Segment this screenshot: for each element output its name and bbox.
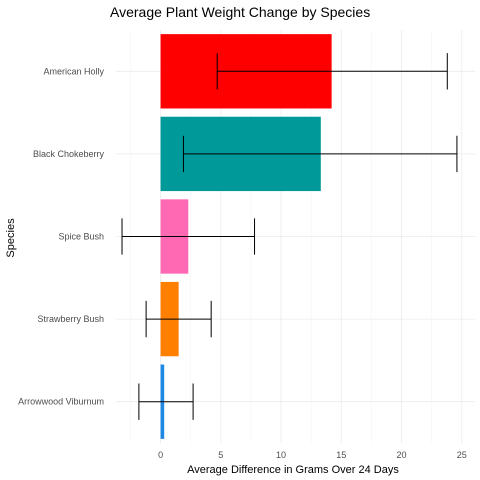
x-tick-label: 20 [397,450,407,460]
error-bar [145,300,212,338]
error-bar [182,135,458,173]
x-tick-label: 5 [218,450,223,460]
x-tick-labels: 0 5 10 15 20 25 [158,450,467,460]
error-bars [121,53,458,420]
x-tick-label: 25 [457,450,467,460]
x-tick-label: 0 [158,450,163,460]
error-bar [121,218,256,255]
y-tick-labels: American Holly Black Chokeberry Spice Bush… [18,66,104,406]
error-bar [138,383,194,420]
chart-title: Average Plant Weight Change by Species [110,4,370,20]
y-tick-label: Arrowwood Viburnum [18,397,104,407]
y-tick-label: Black Chokeberry [33,149,105,159]
x-tick-label: 15 [336,450,346,460]
y-tick-label: Spice Bush [58,232,104,242]
x-axis-title: Average Difference in Grams Over 24 Days [187,464,399,476]
y-tick-label: Strawberry Bush [37,314,104,324]
y-tick-label: American Holly [43,66,104,76]
y-axis-title: Species [5,218,17,258]
error-bar [216,53,448,90]
x-tick-label: 10 [276,450,286,460]
